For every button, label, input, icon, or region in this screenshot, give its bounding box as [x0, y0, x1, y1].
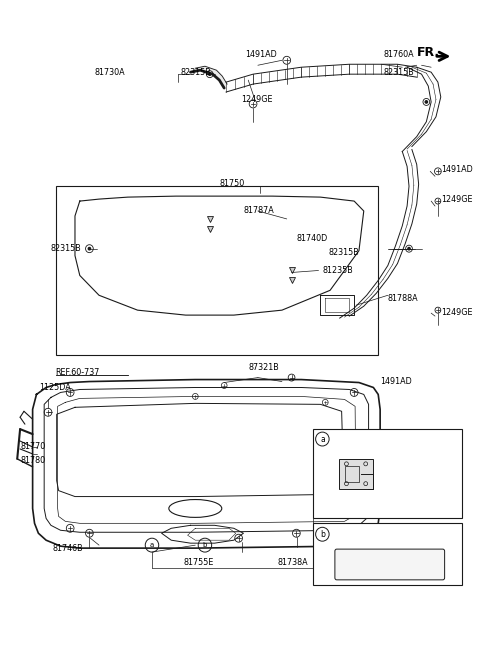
Circle shape	[88, 247, 91, 250]
Text: 82315B: 82315B	[383, 68, 414, 77]
Bar	[56, 186, 378, 355]
Text: 81787A: 81787A	[243, 207, 274, 216]
Text: 81780: 81780	[20, 457, 45, 465]
Text: 81788A: 81788A	[388, 294, 419, 303]
Text: 81770: 81770	[20, 443, 45, 451]
Bar	[339, 459, 373, 489]
Circle shape	[209, 73, 211, 75]
Text: 82315B: 82315B	[51, 244, 82, 253]
Text: 1125DA: 1125DA	[39, 383, 71, 392]
Text: 1249GE: 1249GE	[441, 308, 472, 317]
Text: 82315B: 82315B	[328, 248, 359, 257]
Text: 1491AD: 1491AD	[441, 165, 472, 174]
Text: b: b	[320, 530, 325, 539]
Text: 1491AD: 1491AD	[245, 50, 277, 59]
Circle shape	[425, 101, 428, 103]
Text: 81755E: 81755E	[184, 558, 214, 567]
Text: 81230A: 81230A	[361, 449, 392, 459]
Text: 1125DA: 1125DA	[366, 469, 397, 478]
Text: 81456C: 81456C	[327, 489, 358, 498]
FancyBboxPatch shape	[335, 549, 444, 580]
Bar	[313, 523, 462, 584]
Circle shape	[408, 247, 410, 250]
Text: FR.: FR.	[417, 46, 440, 59]
Text: 82191: 82191	[380, 488, 406, 497]
Text: 87321B: 87321B	[248, 363, 279, 372]
Text: 1249GE: 1249GE	[441, 195, 472, 203]
Text: a: a	[320, 434, 325, 443]
Text: 81235B: 81235B	[323, 266, 353, 275]
Text: 82315B: 82315B	[181, 68, 212, 77]
Text: 81760A: 81760A	[383, 50, 414, 59]
Text: 81738A: 81738A	[277, 558, 308, 567]
Text: 81740D: 81740D	[297, 234, 328, 243]
Text: 1491AD: 1491AD	[380, 377, 412, 386]
Text: 81750: 81750	[219, 178, 245, 188]
Polygon shape	[191, 66, 227, 88]
Text: a: a	[150, 542, 154, 548]
Text: 81730A: 81730A	[94, 68, 125, 77]
Text: REF.60-737: REF.60-737	[56, 368, 100, 377]
Text: 79900: 79900	[361, 530, 386, 539]
Text: 1249GE: 1249GE	[241, 95, 273, 104]
Bar	[345, 466, 359, 482]
Bar	[313, 429, 462, 518]
Text: 81746B: 81746B	[53, 544, 84, 552]
Text: b: b	[203, 542, 207, 548]
Text: 81210: 81210	[366, 489, 391, 498]
